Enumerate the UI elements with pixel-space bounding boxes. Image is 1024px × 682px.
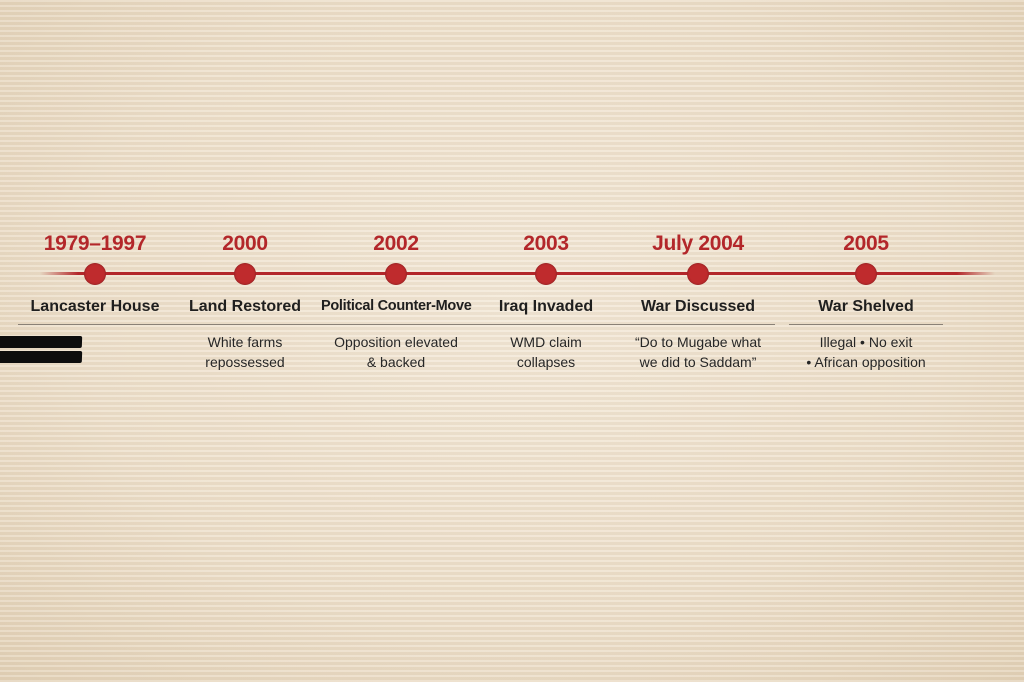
- event-divider: [18, 324, 172, 325]
- event-year: 2002: [373, 232, 419, 255]
- event-title: War Discussed: [640, 298, 756, 315]
- event-title: Lancaster House: [30, 298, 160, 315]
- event-marker-dot: [234, 263, 256, 285]
- event-year: July 2004: [652, 232, 744, 255]
- event-description: White farms repossessed: [165, 332, 325, 372]
- event-description-line: & backed: [366, 354, 426, 370]
- event-title: Political Counter-Move: [321, 298, 472, 314]
- event-marker-dot: [535, 263, 557, 285]
- event-divider: [469, 324, 623, 325]
- event-description-line: “Do to Mugabe what: [634, 334, 762, 350]
- event-marker-dot: [84, 263, 106, 285]
- event-description-line: • African opposition: [806, 354, 926, 370]
- event-divider: [168, 324, 322, 325]
- event-title: Iraq Invaded: [498, 298, 594, 315]
- event-year: 1979–1997: [43, 232, 147, 255]
- event-description: “Do to Mugabe what we did to Saddam”: [618, 332, 778, 372]
- redaction-bar: [0, 336, 83, 348]
- event-description-line: WMD claim: [510, 334, 582, 350]
- event-description-line: Illegal • No exit: [819, 334, 913, 350]
- event-title: War Shelved: [818, 298, 914, 315]
- redaction-bar: [0, 351, 83, 363]
- timeline-axis-line: [40, 272, 995, 275]
- event-description: Illegal • No exit • African opposition: [786, 332, 946, 372]
- event-year: 2000: [222, 232, 268, 255]
- event-year: 2005: [843, 232, 889, 255]
- event-divider: [319, 324, 473, 325]
- event-marker-dot: [385, 263, 407, 285]
- event-description: Opposition elevated & backed: [316, 332, 476, 372]
- event-year: 2003: [523, 232, 569, 255]
- event-marker-dot: [855, 263, 877, 285]
- event-description-line: Opposition elevated: [334, 334, 458, 350]
- event-description: WMD claim collapses: [466, 332, 626, 372]
- event-divider: [789, 324, 943, 325]
- event-description-line: repossessed: [205, 354, 285, 370]
- event-description-line: we did to Saddam”: [639, 354, 757, 370]
- event-title: Land Restored: [188, 298, 301, 315]
- event-description-line: collapses: [516, 354, 576, 370]
- event-marker-dot: [687, 263, 709, 285]
- event-divider: [621, 324, 775, 325]
- event-description-line: White farms: [207, 334, 283, 350]
